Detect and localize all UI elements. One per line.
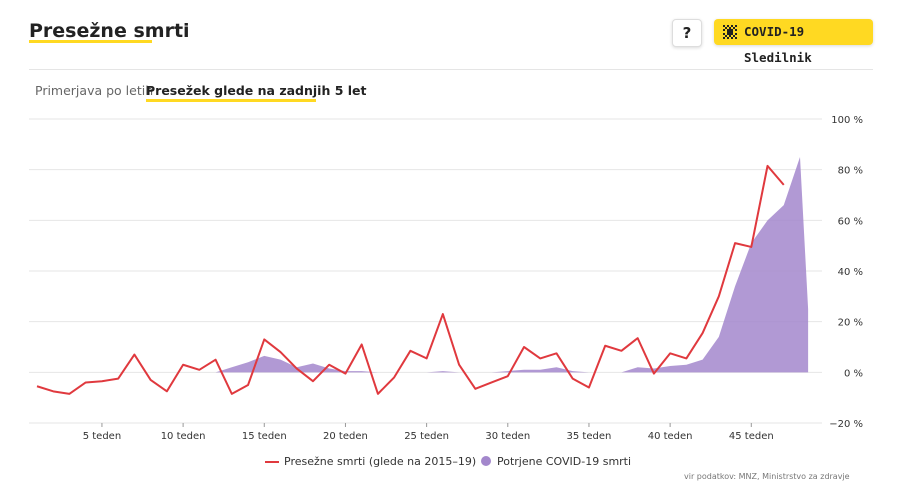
y-tick-label: 0 % — [844, 368, 863, 379]
title-underline — [29, 40, 152, 43]
y-tick-label: 60 % — [838, 216, 863, 227]
x-tick-label: 20 teden — [323, 431, 368, 442]
legend-dot-swatch — [481, 456, 491, 466]
tab-presezek-5-let[interactable]: Presežek glede na zadnjih 5 let — [146, 83, 367, 98]
covid-deaths-area — [215, 157, 809, 373]
virus-grid-icon — [723, 25, 737, 39]
brand-label: COVID-19 Sledilnik — [744, 24, 812, 65]
x-tick-label: 15 teden — [242, 431, 287, 442]
x-tick-label: 10 teden — [161, 431, 206, 442]
tab-primerjava-po-letih[interactable]: Primerjava po letih — [35, 83, 154, 98]
y-tick-label: 100 % — [831, 115, 863, 126]
x-tick-label: 35 teden — [567, 431, 612, 442]
header-divider — [29, 69, 873, 70]
help-button[interactable]: ? — [672, 19, 702, 47]
legend-label-excess: Presežne smrti (glede na 2015–19) — [284, 455, 477, 468]
excess-deaths-chart: −20 % 0 % 20 % 40 % 60 % 80 % 100 % 5 teden 10 t… — [29, 115, 863, 442]
y-tick-label: 40 % — [838, 267, 863, 278]
y-tick-label: −20 % — [829, 419, 863, 430]
excess-deaths-line — [36, 164, 785, 395]
data-source: vir podatkov: MNZ, Ministrstvo za zdravj… — [684, 472, 850, 481]
y-tick-label: 80 % — [838, 166, 863, 177]
legend-label-covid: Potrjene COVID-19 smrti — [497, 455, 632, 468]
x-tick-label: 40 teden — [648, 431, 693, 442]
x-tick-label: 30 teden — [485, 431, 530, 442]
x-tick-label: 25 teden — [404, 431, 449, 442]
x-tick-label: 45 teden — [729, 431, 774, 442]
covid-sledilnik-button[interactable]: COVID-19 Sledilnik — [714, 19, 873, 65]
x-tick-label: 5 teden — [83, 431, 121, 442]
page-title: Presežne smrti — [29, 20, 190, 42]
active-tab-underline — [146, 99, 316, 102]
legend-line-swatch — [265, 461, 279, 463]
y-tick-label: 20 % — [838, 318, 863, 329]
header: Presežne smrti ? COVID-19 Sledilnik — [0, 0, 900, 70]
